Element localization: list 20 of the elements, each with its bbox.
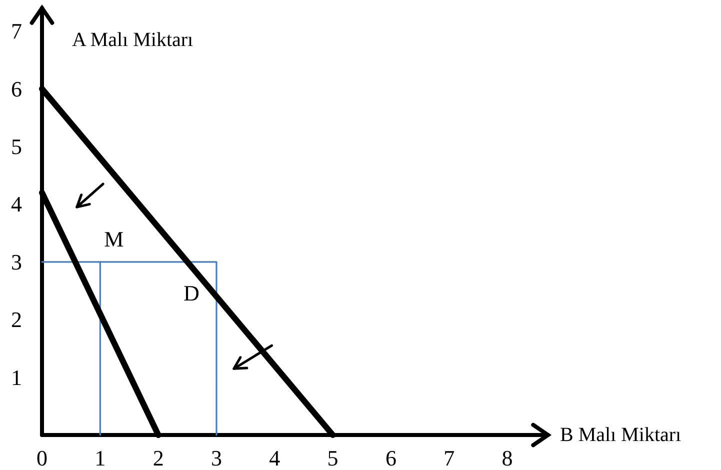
x-tick-label: 5 xyxy=(327,446,338,470)
x-axis-title: B Malı Miktarı xyxy=(560,424,682,446)
x-tick-label: 2 xyxy=(152,446,164,470)
x-tick-label: 4 xyxy=(269,446,280,470)
x-tick-label: 0 xyxy=(36,446,48,470)
annotation: M xyxy=(104,226,124,252)
x-tick-label: 6 xyxy=(385,446,396,470)
annotation: D xyxy=(183,280,200,306)
x-tick-label: 1 xyxy=(94,446,106,470)
y-tick-label: 5 xyxy=(11,134,22,159)
x-tick-label: 7 xyxy=(444,446,455,470)
y-axis-title: A Malı Miktarı xyxy=(72,29,194,51)
y-tick-label: 1 xyxy=(11,364,22,390)
y-tick-label: 7 xyxy=(11,18,22,44)
y-tick-label: 4 xyxy=(11,192,22,217)
y-tick-label: 3 xyxy=(11,249,22,274)
x-tick-label: 8 xyxy=(502,446,513,470)
x-tick-label: 3 xyxy=(210,446,222,470)
y-tick-label: 6 xyxy=(11,76,22,102)
y-tick-label: 2 xyxy=(11,307,22,332)
